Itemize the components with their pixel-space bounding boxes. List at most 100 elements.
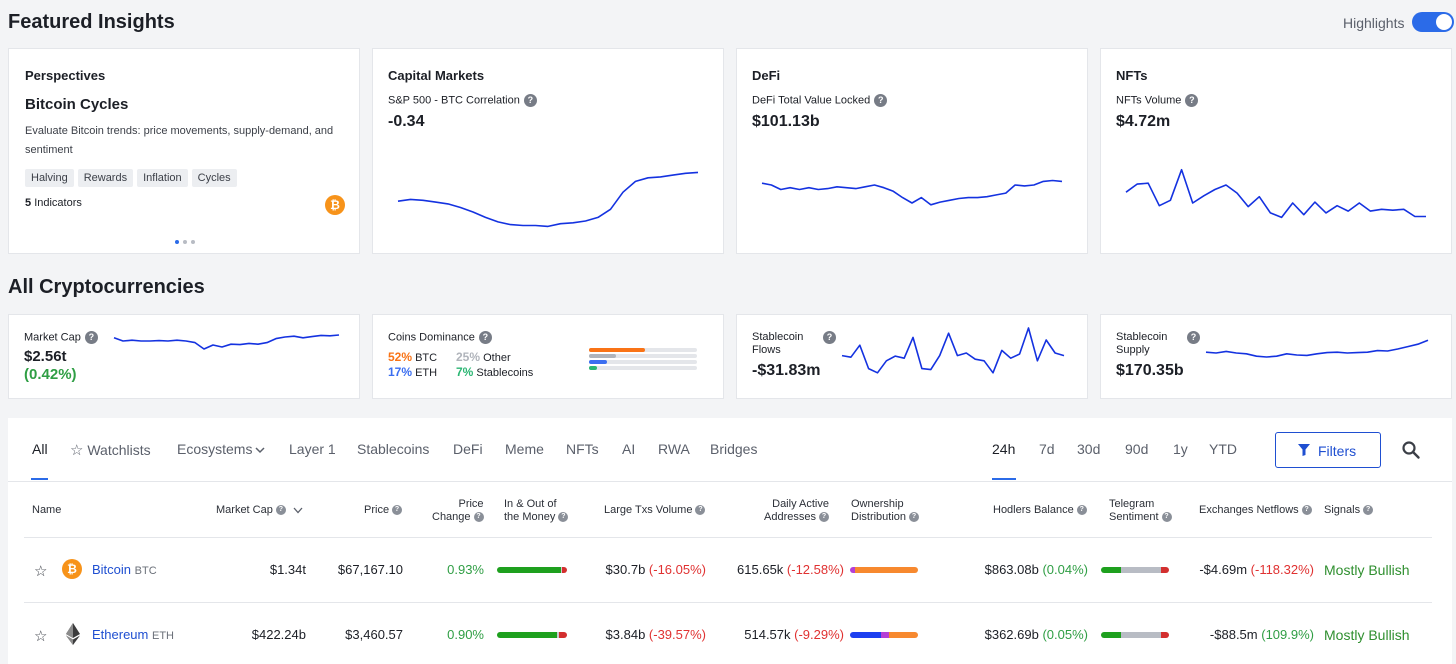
bar-segment [1160, 632, 1169, 638]
perspective-description: Evaluate Bitcoin trends: price movements… [25, 125, 334, 156]
tab-ecosystems[interactable]: Ecosystems [177, 441, 265, 457]
header-market-cap[interactable]: Market Cap? [216, 504, 303, 517]
help-icon[interactable]: ? [392, 505, 403, 516]
tab-defi[interactable]: DeFi [453, 441, 483, 457]
header-price-change[interactable]: Price Change? [432, 498, 484, 524]
range-7d[interactable]: 7d [1039, 441, 1055, 457]
cell-hodlers: $362.69b (0.05%) [985, 627, 1088, 642]
header-telegram[interactable]: Telegram Sentiment? [1109, 498, 1172, 524]
tab-rwa[interactable]: RWA [658, 441, 690, 457]
dot-active[interactable] [175, 240, 179, 244]
range-90d[interactable]: 90d [1125, 441, 1149, 457]
help-icon[interactable]: ? [909, 512, 920, 523]
range-ytd[interactable]: YTD [1209, 441, 1237, 457]
help-icon[interactable]: ? [874, 94, 888, 107]
nfts-card[interactable]: NFTs NFTs Volume? $4.72m [1100, 48, 1452, 254]
help-icon[interactable]: ? [1161, 512, 1172, 523]
header-price[interactable]: Price? [364, 504, 403, 517]
metric-label-text: Flows [752, 344, 781, 356]
header-in-out-money[interactable]: In & Out of the Money? [504, 498, 569, 524]
indicators-label: Indicators [34, 197, 82, 209]
bar-segment [1101, 567, 1122, 573]
help-icon[interactable]: ? [473, 512, 484, 523]
range-1y[interactable]: 1y [1173, 441, 1188, 457]
star-icon: ☆ [70, 442, 84, 459]
header-label: Sentiment [1109, 511, 1159, 523]
tab-stablecoins[interactable]: Stablecoins [357, 441, 430, 457]
bar-segment [562, 567, 567, 573]
card-title: DeFi [752, 68, 781, 83]
defi-card[interactable]: DeFi DeFi Total Value Locked? $101.13b [736, 48, 1088, 254]
help-icon[interactable]: ? [478, 331, 492, 344]
help-icon[interactable]: ? [695, 505, 706, 516]
dot[interactable] [183, 240, 187, 244]
help-icon[interactable]: ? [823, 331, 836, 344]
tab-all[interactable]: All [32, 441, 48, 457]
tab-ai[interactable]: AI [622, 441, 636, 457]
toggle-knob [1436, 14, 1452, 30]
stablecoin-supply-card[interactable]: Stablecoin Supply ? $170.35b [1100, 314, 1452, 399]
range-24h[interactable]: 24h [992, 441, 1016, 457]
filters-label: Filters [1318, 443, 1357, 459]
header-signals[interactable]: Signals? [1324, 504, 1374, 517]
tag-inflation[interactable]: Inflation [137, 169, 188, 187]
header-hodlers[interactable]: Hodlers Balance? [993, 504, 1087, 517]
stablecoins-name: Stablecoins [476, 367, 534, 379]
perspectives-card[interactable]: Perspectives Bitcoin Cycles Evaluate Bit… [8, 48, 360, 254]
help-icon[interactable]: ? [275, 505, 286, 516]
active-tab-indicator [31, 478, 48, 480]
filters-button[interactable]: Filters [1275, 432, 1381, 468]
header-label: Price [458, 498, 484, 510]
capital-markets-card[interactable]: Capital Markets S&P 500 - BTC Correlatio… [372, 48, 724, 254]
market-cap-card[interactable]: Market Cap? $2.56t (0.42%) [8, 314, 360, 399]
tab-watchlists[interactable]: ☆ Watchlists [70, 441, 151, 459]
perspective-subtitle: Bitcoin Cycles [25, 96, 129, 113]
table-row[interactable]: ☆ Ethereum ETH $422.24b $3,460.57 0.90% … [8, 603, 1452, 664]
help-icon[interactable]: ? [1363, 505, 1374, 516]
help-icon[interactable]: ? [1076, 505, 1087, 516]
header-label: Ownership [851, 498, 904, 510]
coins-dominance-card[interactable]: Coins Dominance? 52% BTC 25% Other 17% E… [372, 314, 724, 399]
bar-segment [497, 632, 558, 638]
tab-bridges[interactable]: Bridges [710, 441, 758, 457]
sort-desc-icon[interactable] [293, 507, 303, 514]
help-icon[interactable]: ? [523, 94, 537, 107]
help-icon[interactable]: ? [84, 331, 98, 344]
help-icon[interactable]: ? [1187, 331, 1200, 344]
help-icon[interactable]: ? [818, 512, 829, 523]
search-icon[interactable] [1402, 441, 1420, 459]
header-daily-active[interactable]: Daily Active Addresses? [764, 498, 829, 524]
highlights-label: Highlights [1343, 15, 1405, 31]
dot[interactable] [191, 240, 195, 244]
star-icon[interactable]: ☆ [34, 628, 48, 645]
header-large-txs[interactable]: Large Txs Volume? [604, 504, 706, 517]
section-title: All Cryptocurrencies [8, 276, 205, 298]
divider [24, 537, 1432, 538]
highlights-toggle[interactable] [1412, 12, 1454, 32]
help-icon[interactable]: ? [558, 512, 569, 523]
coin-name[interactable]: Bitcoin BTC [92, 562, 157, 577]
coin-name[interactable]: Ethereum ETH [92, 627, 174, 642]
star-icon[interactable]: ☆ [34, 563, 48, 580]
page-title: Featured Insights [8, 11, 175, 33]
help-icon[interactable]: ? [1185, 94, 1199, 107]
header-exchanges-netflows[interactable]: Exchanges Netflows? [1199, 504, 1312, 517]
carousel-dots[interactable] [175, 231, 195, 249]
coin-name-link[interactable]: Ethereum [92, 627, 149, 642]
tag-halving[interactable]: Halving [25, 169, 74, 187]
tag-cycles[interactable]: Cycles [191, 169, 237, 187]
tab-layer-1[interactable]: Layer 1 [289, 441, 336, 457]
help-icon[interactable]: ? [1301, 505, 1312, 516]
header-ownership[interactable]: Ownership Distribution? [851, 498, 920, 524]
header-name[interactable]: Name [32, 504, 62, 516]
other-pct: 25% [456, 350, 481, 364]
coin-name-link[interactable]: Bitcoin [92, 562, 132, 577]
stablecoin-flows-card[interactable]: Stablecoin Flows ? -$31.83m [736, 314, 1088, 399]
value: -$88.5m [1209, 627, 1258, 642]
crypto-table-panel: All ☆ Watchlists Ecosystems Layer 1 Stab… [8, 418, 1452, 664]
range-30d[interactable]: 30d [1077, 441, 1101, 457]
tab-nfts[interactable]: NFTs [566, 441, 599, 457]
tab-meme[interactable]: Meme [505, 441, 544, 457]
tag-rewards[interactable]: Rewards [77, 169, 134, 187]
table-row[interactable]: ☆ ₿ Bitcoin BTC $1.34t $67,167.10 0.93% … [8, 538, 1452, 602]
